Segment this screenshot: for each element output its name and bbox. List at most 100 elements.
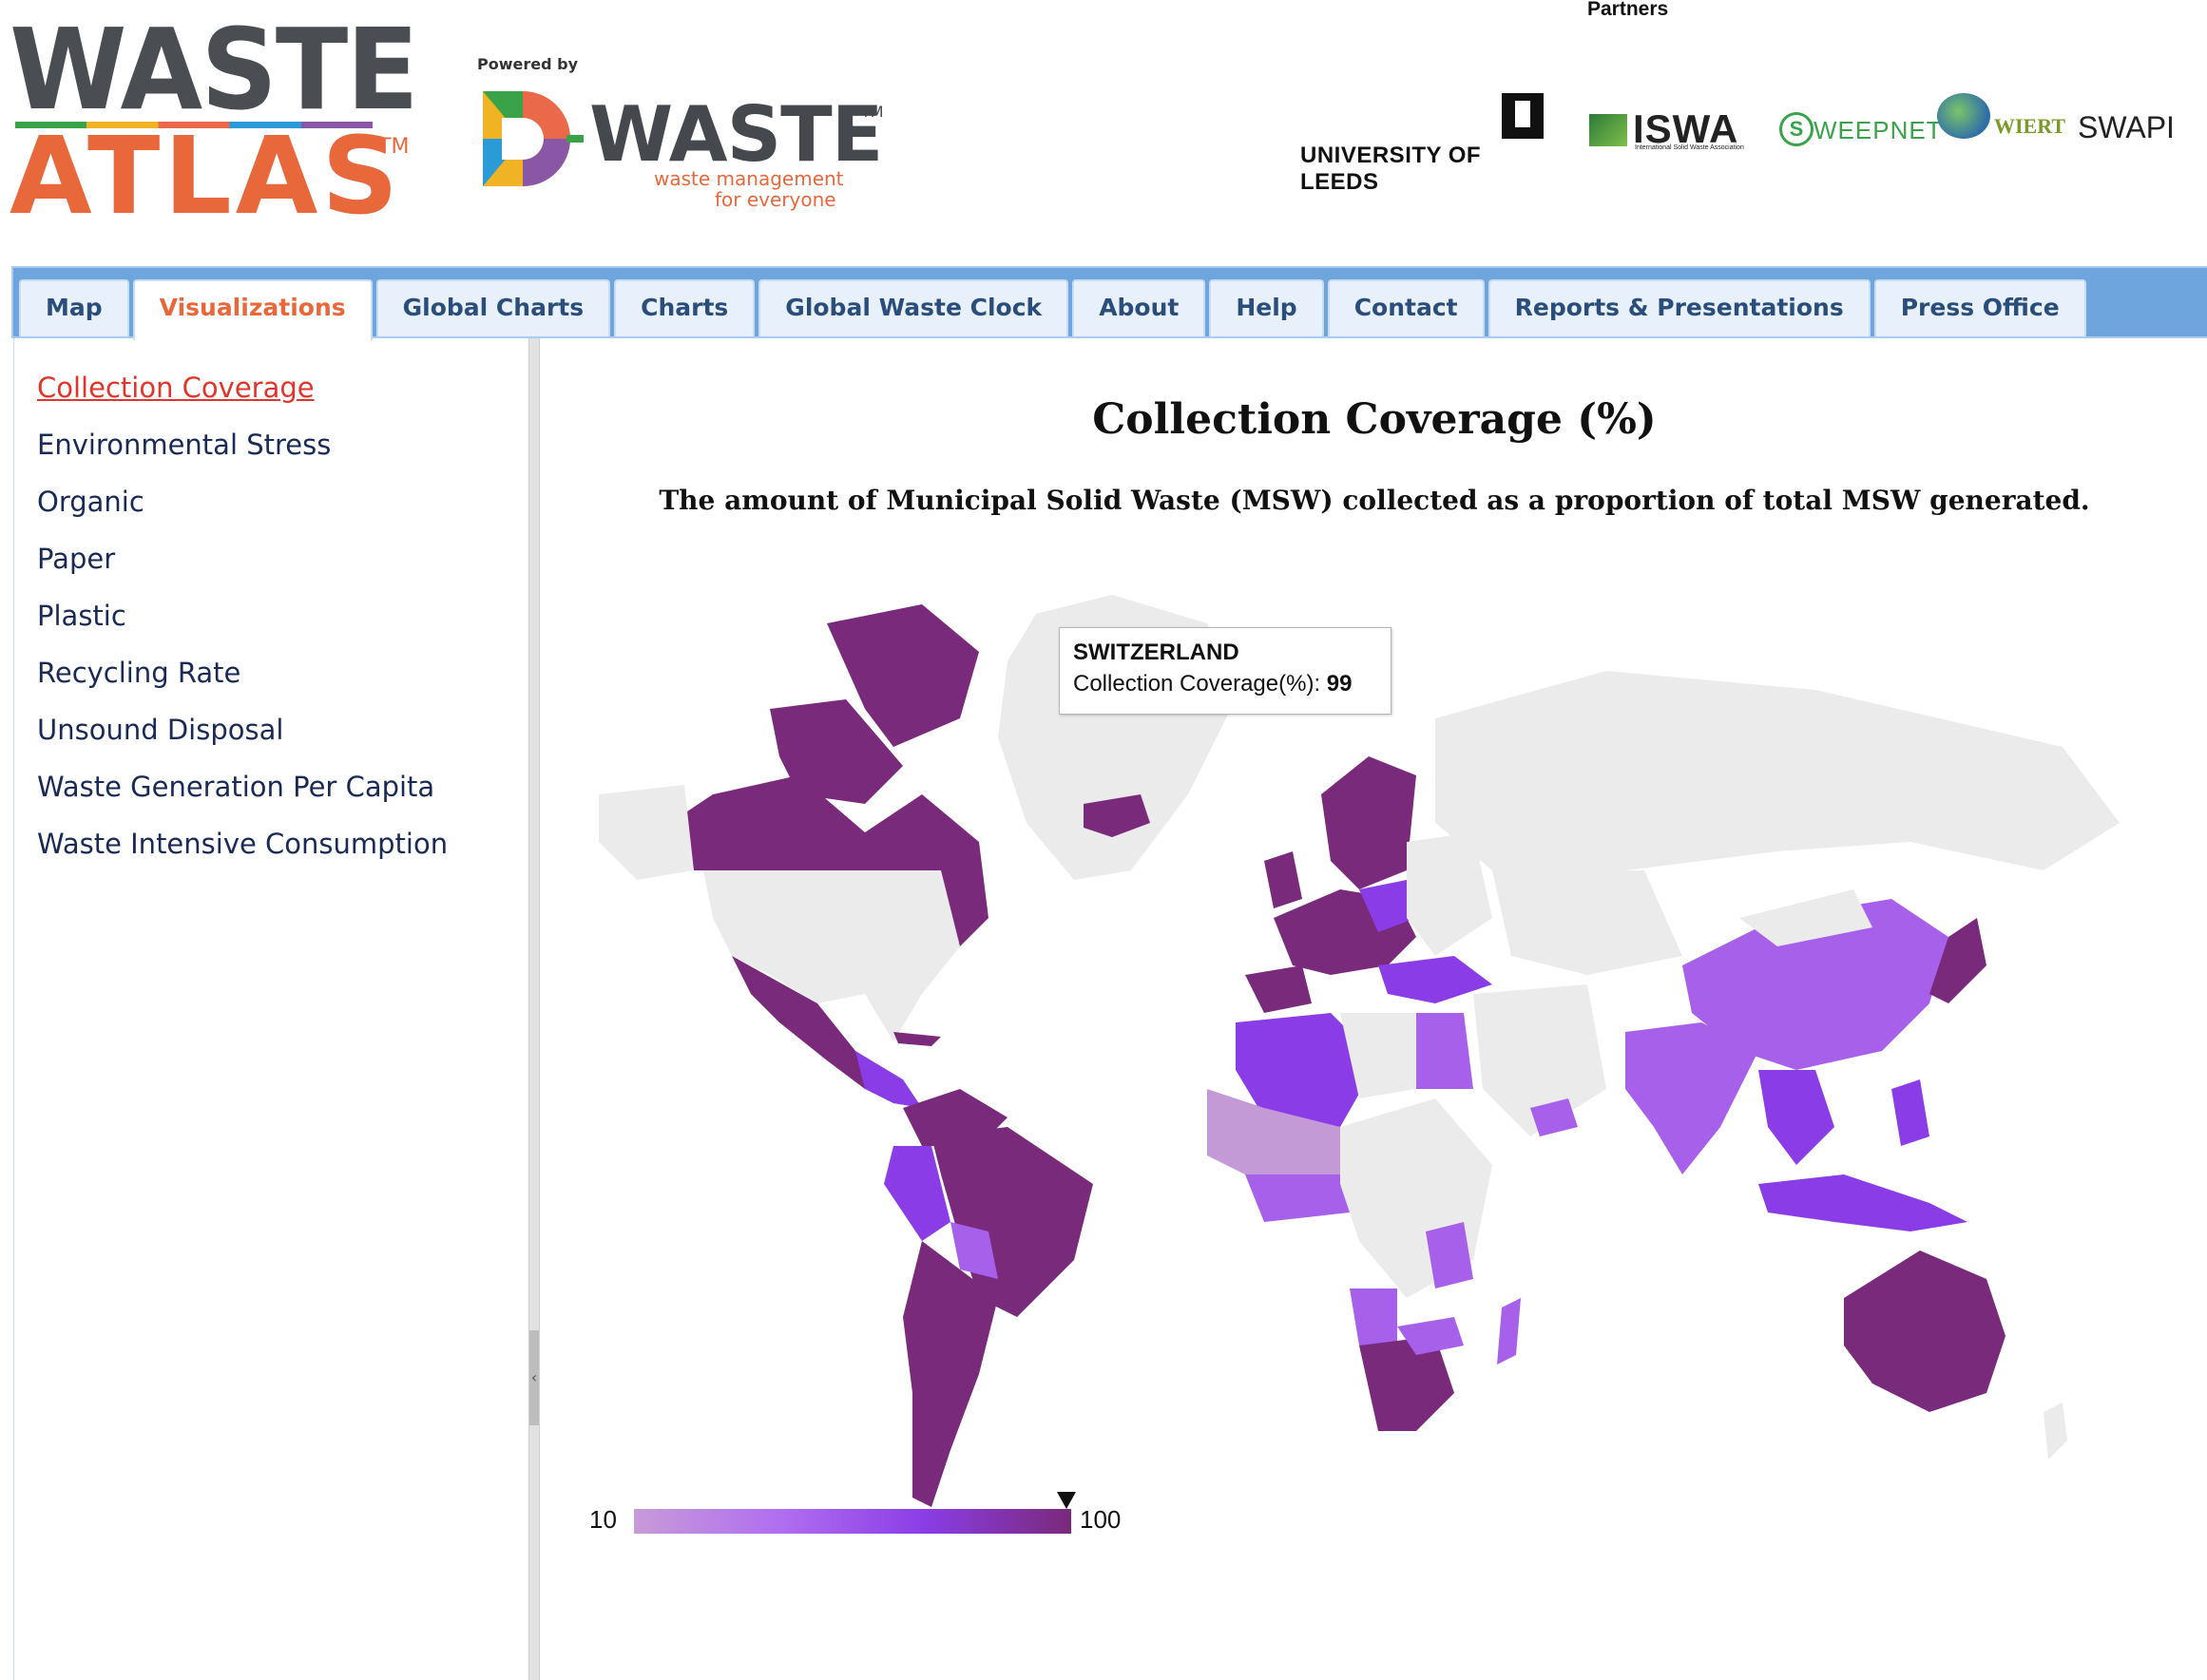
sidebar-item-paper[interactable]: Paper bbox=[37, 543, 116, 575]
dwaste-wordmark: WASTE bbox=[589, 90, 883, 179]
tab-press-office[interactable]: Press Office bbox=[1873, 279, 2086, 336]
region-north-africa-west[interactable] bbox=[1236, 1013, 1378, 1127]
swapi-name: SWAPI bbox=[2078, 110, 2175, 144]
region-mongolia[interactable] bbox=[1739, 889, 1872, 946]
region-canada-arctic-islands[interactable] bbox=[770, 699, 903, 804]
region-caribbean[interactable] bbox=[893, 1032, 941, 1046]
sidebar-item-collection-coverage[interactable]: Collection Coverage bbox=[37, 372, 315, 404]
region-russia[interactable] bbox=[1435, 671, 2120, 870]
region-usa[interactable] bbox=[703, 870, 960, 1041]
wiert-name: WIERT bbox=[1994, 114, 2066, 138]
logo-trademark: TM bbox=[378, 135, 410, 159]
sidebar-splitter[interactable]: ‹ bbox=[528, 338, 540, 1680]
tooltip-country: SWITZERLAND bbox=[1073, 640, 1239, 665]
legend-gradient-bar bbox=[634, 1509, 1071, 1534]
dwaste-logo[interactable]: Powered by WASTE TM waste management for… bbox=[475, 55, 884, 217]
region-canada[interactable] bbox=[827, 604, 979, 747]
sidebar-item-waste-intensive-consumption[interactable]: Waste Intensive Consumption bbox=[37, 828, 449, 860]
partner-iswa-logo[interactable]: ISWA International Solid Waste Associati… bbox=[1589, 106, 1760, 154]
region-middle-east[interactable] bbox=[1473, 984, 1606, 1136]
region-gulf[interactable] bbox=[1530, 1098, 1578, 1136]
sidebar-item-organic[interactable]: Organic bbox=[37, 486, 144, 518]
visualization-panel: Collection Coverage (%) The amount of Mu… bbox=[542, 338, 2207, 1680]
region-iberia[interactable] bbox=[1245, 965, 1312, 1013]
tab-visualizations[interactable]: Visualizations bbox=[132, 279, 373, 340]
region-angola[interactable] bbox=[1350, 1289, 1397, 1346]
region-east-africa[interactable] bbox=[1426, 1222, 1473, 1289]
country-tooltip: SWITZERLAND Collection Coverage(%): 99 bbox=[1059, 627, 1391, 715]
region-central-europe[interactable] bbox=[1359, 880, 1416, 932]
iswa-mark-icon bbox=[1589, 114, 1627, 146]
region-balkans-turkey[interactable] bbox=[1378, 956, 1492, 1003]
sidebar-item-plastic[interactable]: Plastic bbox=[37, 600, 126, 632]
tab-charts[interactable]: Charts bbox=[614, 279, 756, 336]
leeds-name: UNIVERSITY OF LEEDS bbox=[1300, 143, 1482, 195]
iswa-subtitle: International Solid Waste Association bbox=[1635, 144, 1744, 151]
region-peru[interactable] bbox=[884, 1146, 950, 1241]
legend-max-label: 100 bbox=[1080, 1505, 1122, 1534]
region-india[interactable] bbox=[1625, 1022, 1758, 1174]
region-west-africa-coast[interactable] bbox=[1245, 1174, 1350, 1222]
region-argentina-chile[interactable] bbox=[903, 1241, 998, 1507]
region-eastern-europe[interactable] bbox=[1407, 832, 1492, 956]
dwaste-tagline-1: waste management bbox=[654, 167, 844, 190]
region-bolivia-paraguay[interactable] bbox=[950, 1222, 998, 1279]
region-central-america[interactable] bbox=[855, 1051, 922, 1108]
main-nav: Map Visualizations Global Charts Charts … bbox=[11, 266, 2207, 340]
partner-swapi-logo[interactable]: SWAPI bbox=[2078, 110, 2192, 148]
region-australia[interactable] bbox=[1844, 1250, 2005, 1412]
sidebar-item-waste-generation-per-capita[interactable]: Waste Generation Per Capita bbox=[37, 771, 435, 803]
sidebar-item-recycling-rate[interactable]: Recycling Rate bbox=[37, 657, 241, 689]
region-west-africa-sahel[interactable] bbox=[1207, 1089, 1340, 1184]
partner-leeds-logo[interactable]: UNIVERSITY OF LEEDS bbox=[1300, 93, 1555, 195]
leeds-tower-icon bbox=[1502, 93, 1544, 139]
region-scandinavia[interactable] bbox=[1321, 756, 1416, 889]
legend-min-label: 10 bbox=[589, 1505, 617, 1534]
region-indonesia[interactable] bbox=[1758, 1174, 1967, 1231]
region-central-asia[interactable] bbox=[1492, 870, 1682, 975]
iswa-name: ISWA bbox=[1633, 106, 1739, 151]
tooltip-metric-value: 99 bbox=[1326, 671, 1353, 697]
page-title: Collection Coverage (%) bbox=[1092, 395, 1657, 444]
tab-reports-presentations[interactable]: Reports & Presentations bbox=[1487, 279, 1871, 336]
wiert-globe-icon bbox=[1937, 93, 1990, 139]
region-china[interactable] bbox=[1682, 899, 1948, 1070]
sidebar-item-environmental-stress[interactable]: Environmental Stress bbox=[37, 429, 332, 461]
world-choropleth-map[interactable] bbox=[580, 557, 2196, 1659]
visualization-sidebar: Collection Coverage Environmental Stress… bbox=[13, 338, 532, 1680]
region-philippines[interactable] bbox=[1891, 1079, 1929, 1146]
region-iceland[interactable] bbox=[1084, 794, 1150, 837]
dwaste-trademark: TM bbox=[861, 103, 884, 121]
tooltip-metric: Collection Coverage(%): 99 bbox=[1073, 668, 1377, 700]
tab-about[interactable]: About bbox=[1072, 279, 1206, 336]
partner-wiert-logo[interactable]: WIERT bbox=[1937, 93, 2070, 150]
waste-atlas-logo[interactable]: WASTE ATLAS TM bbox=[10, 14, 419, 230]
region-egypt[interactable] bbox=[1416, 1013, 1473, 1089]
region-madagascar[interactable] bbox=[1497, 1298, 1521, 1365]
region-new-zealand[interactable] bbox=[2044, 1403, 2067, 1460]
sweepnet-s-icon: S bbox=[1779, 112, 1814, 146]
dwaste-d-icon bbox=[483, 91, 584, 186]
partner-sweepnet-logo[interactable]: S WEEPNET bbox=[1779, 110, 1942, 152]
collapse-sidebar-handle[interactable]: ‹ bbox=[529, 1330, 539, 1425]
page-subtitle: The amount of Municipal Solid Waste (MSW… bbox=[659, 485, 2090, 516]
region-alaska[interactable] bbox=[599, 785, 694, 880]
region-mexico[interactable] bbox=[732, 956, 884, 1089]
region-uk-ireland[interactable] bbox=[1264, 851, 1302, 908]
region-zambia-mozambique[interactable] bbox=[1397, 1317, 1464, 1355]
logo-color-bar bbox=[15, 122, 373, 128]
region-libya[interactable] bbox=[1340, 1013, 1416, 1098]
tab-global-waste-clock[interactable]: Global Waste Clock bbox=[758, 279, 1069, 336]
region-southern-africa[interactable] bbox=[1359, 1336, 1454, 1431]
logo-word-atlas: ATLAS bbox=[10, 115, 403, 239]
site-header: WASTE ATLAS TM Powered by WASTE TM waste… bbox=[0, 0, 2207, 257]
tab-help[interactable]: Help bbox=[1209, 279, 1324, 336]
tab-map[interactable]: Map bbox=[19, 279, 129, 336]
sidebar-item-unsound-disposal[interactable]: Unsound Disposal bbox=[37, 714, 284, 746]
region-japan[interactable] bbox=[1929, 918, 1986, 1003]
sweepnet-name: WEEPNET bbox=[1814, 116, 1943, 144]
tab-global-charts[interactable]: Global Charts bbox=[375, 279, 611, 336]
partners-label: Partners bbox=[1587, 0, 1669, 20]
region-southeast-asia[interactable] bbox=[1758, 1070, 1834, 1165]
tab-contact[interactable]: Contact bbox=[1327, 279, 1485, 336]
